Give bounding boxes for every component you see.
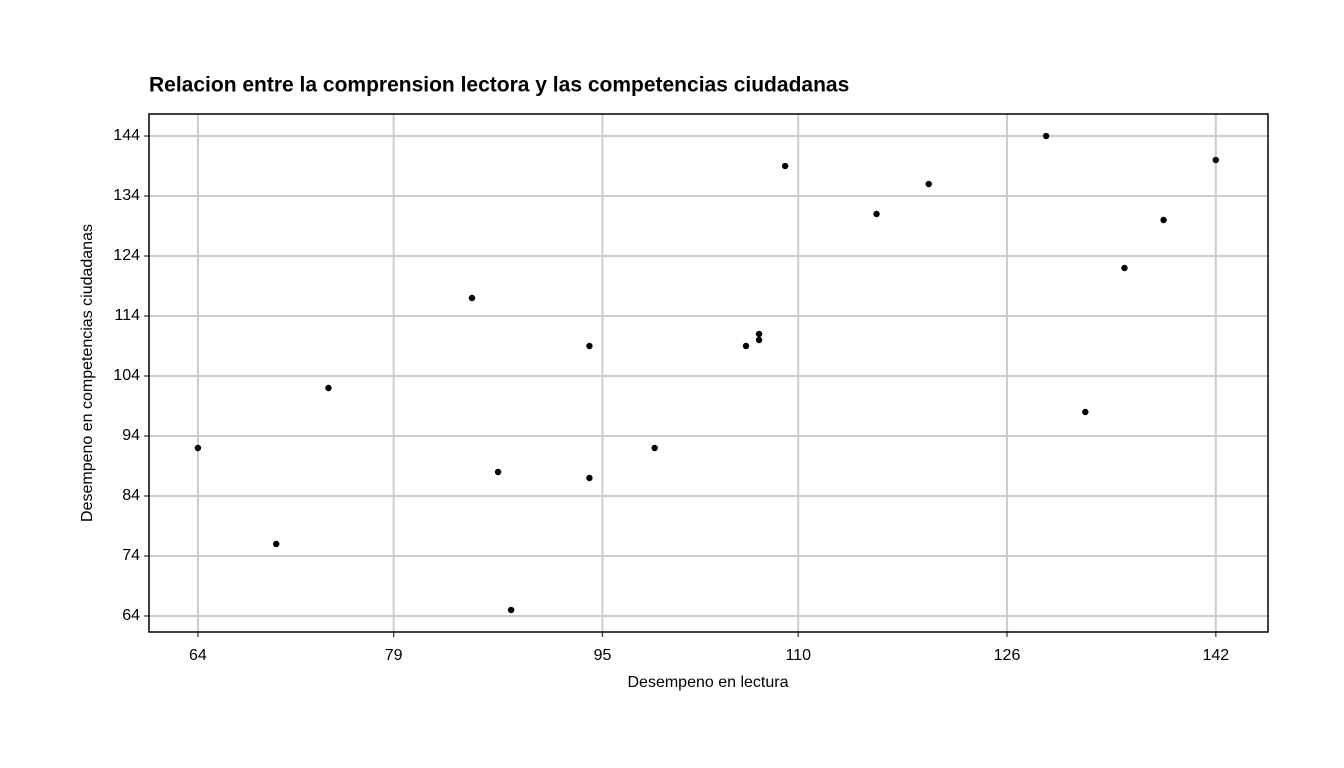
point <box>873 210 880 218</box>
point <box>742 342 750 350</box>
y-tick-label: 84 <box>122 487 140 504</box>
y-tick-label: 114 <box>114 307 140 324</box>
point <box>1160 216 1167 224</box>
y-tick-label: 94 <box>122 427 140 444</box>
plot-frame <box>148 113 1269 633</box>
point <box>468 294 476 302</box>
y-tick-label: 74 <box>122 547 140 564</box>
y-tick-label: 104 <box>113 367 140 384</box>
point <box>1042 132 1050 140</box>
point <box>755 330 763 338</box>
point <box>273 540 280 548</box>
point <box>494 468 502 476</box>
point <box>651 444 658 452</box>
x-tick-label: 142 <box>1202 647 1229 664</box>
point <box>325 384 332 392</box>
point <box>925 180 932 188</box>
y-tick-label: 64 <box>122 607 140 624</box>
point <box>194 444 202 452</box>
point <box>781 162 789 170</box>
x-tick-label: 126 <box>994 647 1021 664</box>
chart-title: Relacion entre la comprension lectora y … <box>149 74 849 97</box>
point <box>1121 264 1128 272</box>
point <box>755 336 763 344</box>
point <box>1212 156 1220 164</box>
x-tick-label: 95 <box>594 647 612 664</box>
y-tick-label: 124 <box>113 247 140 264</box>
point <box>1082 408 1089 416</box>
x-tick-label: 64 <box>189 647 207 664</box>
x-tick-label: 110 <box>785 647 811 664</box>
point <box>586 342 593 350</box>
point <box>507 606 515 614</box>
point <box>586 474 593 482</box>
y-tick-label: 144 <box>113 127 140 144</box>
x-axis-label: Desempeno en lectura <box>628 674 789 691</box>
x-tick-label: 79 <box>385 647 403 664</box>
y-axis-label: Desempeno en competencias ciudadanas <box>79 224 96 522</box>
y-tick-label: 134 <box>113 187 140 204</box>
